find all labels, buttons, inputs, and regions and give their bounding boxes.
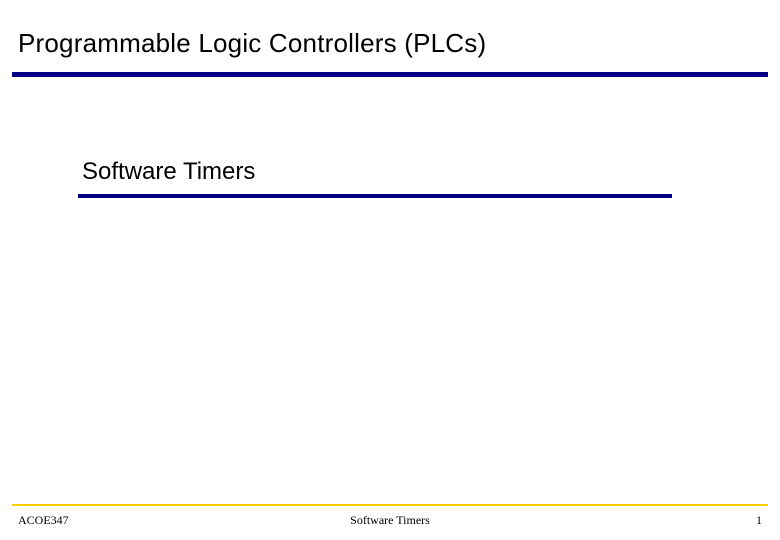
footer-center: Software Timers [350,513,430,528]
footer-rule [12,504,768,506]
slide: Programmable Logic Controllers (PLCs) So… [0,0,780,540]
subtitle-rule [78,194,672,198]
subtitle: Software Timers [82,158,255,186]
footer-left: ACOE347 [18,513,69,528]
main-title: Programmable Logic Controllers (PLCs) [18,28,486,59]
footer-page-number: 1 [756,513,762,528]
main-title-rule [12,72,768,77]
